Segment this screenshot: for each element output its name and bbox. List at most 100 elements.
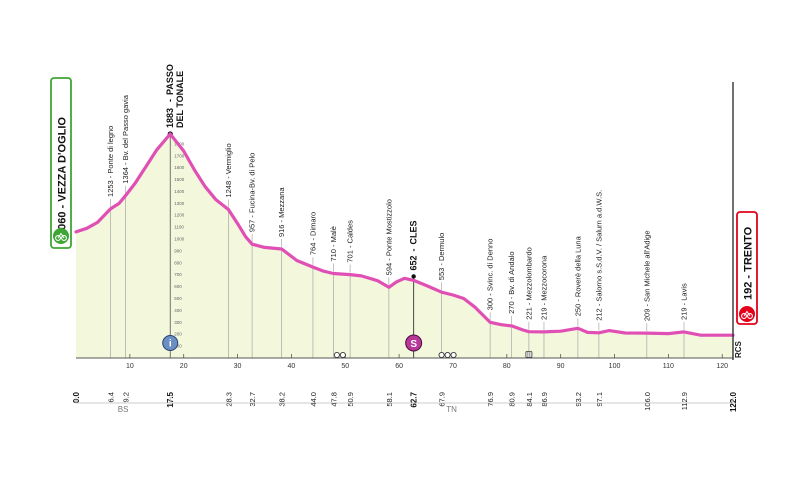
summit-separator: - [165,99,175,102]
bridge-icon [525,351,533,358]
start-label: 1060 - VEZZA D'OGLIO [50,77,72,249]
gpm-badge-circle [162,335,179,351]
km-tick-label: 10 [126,363,134,370]
km-point-label: 32.7 [248,392,257,407]
altitude-tick-label: 400 [174,308,182,313]
km-tick-label: 90 [557,363,565,370]
location-label: 1253 - Ponte di legno [106,126,115,197]
profile-line [74,132,735,337]
km-point-label: 0.0 [72,391,81,403]
km-point-label: 112.9 [680,392,689,410]
location-label: 212 - Salorno s.S.d.V. / Salurn a.d.W.S. [594,190,603,321]
km-point-label: 76.9 [486,392,495,407]
finish-label: 192 - TRENTO [736,211,758,325]
location-label: 1364 - Bv. del Passo gavia [121,94,130,183]
km-tick-label: 60 [395,363,403,370]
start-label-text: 1060 - VEZZA D'OGLIO [57,117,69,236]
km-point-label: 38.2 [278,392,287,407]
gpm-badge-label: i [169,339,172,350]
tunnel-arc [339,351,346,359]
rcs-logo: RCS [734,340,743,358]
sprint-name: CLES [409,220,419,244]
km-tick-label: 70 [449,363,457,370]
km-tick-label: 20 [180,363,188,370]
altitude-tick-label: 1400 [174,189,185,194]
km-point-label: 86.9 [540,392,549,407]
location-label: 250 - Roverè della Luna [573,235,582,316]
km-tick-label: 100 [609,363,621,370]
tunnel-arc [438,351,445,359]
sprint-dot [411,274,416,279]
location-label: 219 - Mezzocorona [539,255,548,320]
profile-area [76,134,733,358]
km-tick-label: 40 [288,363,296,370]
altitude-tick-label: 600 [174,284,182,289]
km-point-label: 80.9 [508,392,517,407]
location-label: 710 - Malè [329,226,338,261]
altitude-tick-label: 1500 [174,177,185,182]
location-label: 221 - Mezzolombardo [524,247,533,320]
region-label: BS [118,405,129,414]
finish-separator: - [743,272,755,282]
km-point-label: 47.8 [329,392,338,407]
km-point-label: 44.0 [309,392,318,407]
start-bike-icon [61,235,67,241]
km-point-label: 17.5 [166,391,175,407]
start-name: VEZZA D'OGLIO [57,117,69,202]
tunnel-arc [450,351,457,359]
sprint-badge: S [405,334,423,352]
location-label: 594 - Ponte Mostizzolo [384,199,393,275]
km-point-label: 28.3 [224,392,233,407]
start-bike-icon [55,235,61,241]
start-badge [53,228,69,244]
km-point-label: 9.2 [122,392,131,402]
altitude-tick-label: 500 [174,296,182,301]
altitude-tick-label: 1700 [174,153,185,158]
location-label: 270 - Bv. di Andalo [507,251,516,313]
location-label: 1248 - Vermiglio [224,143,233,197]
km-point-label: 84.1 [525,392,534,407]
altitude-tick-label: 1200 [174,213,185,218]
region-label: TN [446,405,457,414]
region-bracket [169,397,734,404]
km-tick-label: 30 [234,363,242,370]
altitude-tick-label: 200 [174,332,182,337]
altitude-tick-label: 700 [174,272,182,277]
km-tick-label: 120 [716,363,728,370]
sprint-badge-circle [405,334,423,352]
gpm-badge: i [162,335,179,351]
sprint-separator: - [409,248,419,251]
sprint-badge-label: S [410,339,417,350]
summit-name-line2: DEL TONALE [175,71,185,128]
tunnel-arc [333,351,340,359]
tunnel-arc [444,351,451,359]
altitude-tick-label: 900 [174,248,182,253]
km-point-label: 97.1 [595,392,604,407]
altitude-tick-label: 1100 [174,225,184,230]
bridge-frame [525,351,533,358]
summit-name-line1: PASSO [165,64,175,95]
summit-altitude: 1883 [165,108,175,128]
location-label: 764 - Dimaro [308,212,317,255]
km-point-label: 106.0 [643,392,652,411]
finish-badge [739,306,755,322]
finish-label-text: 192 - TRENTO [743,226,755,300]
start-bike-icon [57,232,65,239]
sprint-altitude: 652 [409,255,419,270]
altitude-tick-label: 100 [174,344,182,349]
altitude-tick-label: 1600 [174,165,185,170]
km-point-label: 67.9 [438,392,447,407]
km-point-label: 6.4 [106,392,115,402]
km-tick-label: 50 [341,363,349,370]
altitude-tick-label: 1000 [174,237,185,242]
altitude-tick-label: 800 [174,260,182,265]
km-tick-label: 80 [503,363,511,370]
location-label: 701 - Caldes [346,220,355,263]
finish-bike-icon [743,310,751,317]
km-point-label: 50.9 [346,392,355,407]
finish-name: TRENTO [743,226,755,271]
location-label: 553 - Dermulo [437,233,446,281]
tunnel-icon [438,351,457,359]
start-label-box [50,77,72,249]
